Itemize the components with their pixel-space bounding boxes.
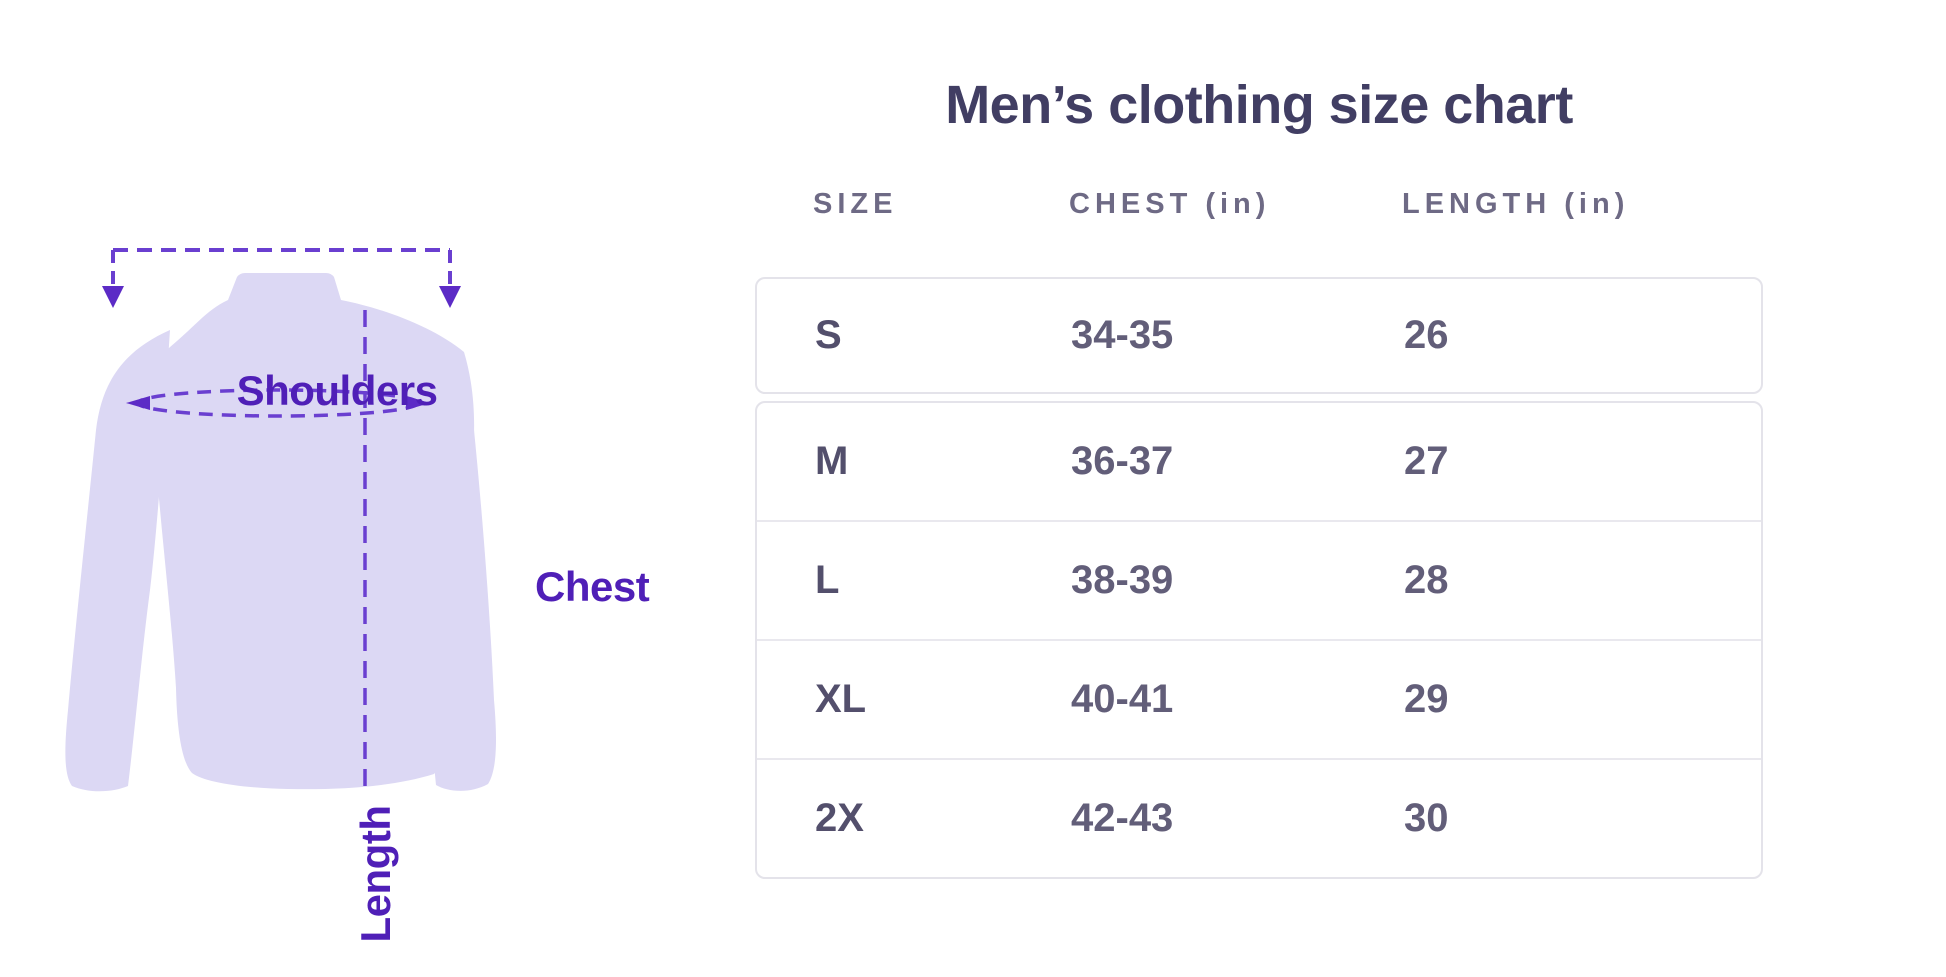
length-cell: 30 xyxy=(1404,796,1449,840)
length-cell: 26 xyxy=(1404,313,1449,357)
table-row: L 38-39 28 xyxy=(757,520,1761,639)
shirt-graphic xyxy=(65,248,496,792)
table-row: 2X 42-43 30 xyxy=(757,758,1761,877)
size-cell: S xyxy=(815,313,842,357)
shirt-illustration: Shoulders Chest Length xyxy=(40,180,650,942)
page-title: Men’s clothing size chart xyxy=(945,75,1573,135)
table-box-rest: M 36-37 27 L 38-39 28 XL 40-41 29 2X 42-… xyxy=(755,401,1763,879)
size-cell: 2X xyxy=(815,796,864,840)
column-header-length: LENGTH (in) xyxy=(1402,188,1630,220)
length-cell: 28 xyxy=(1404,558,1449,602)
size-table: Men’s clothing size chart SIZE CHEST (in… xyxy=(755,0,1763,977)
shoulders-label: Shoulders xyxy=(236,367,438,414)
chest-cell: 36-37 xyxy=(1071,439,1174,483)
size-cell: L xyxy=(815,558,840,602)
chest-cell: 42-43 xyxy=(1071,796,1174,840)
column-header-chest: CHEST (in) xyxy=(1069,188,1271,220)
shoulders-arrow-right-icon xyxy=(439,286,461,308)
table-row: M 36-37 27 xyxy=(757,403,1761,520)
table-row: XL 40-41 29 xyxy=(757,639,1761,758)
chest-arrow-left-icon xyxy=(126,396,150,410)
size-cell: M xyxy=(815,439,849,483)
table-header-row: SIZE CHEST (in) LENGTH (in) xyxy=(755,186,1763,222)
shirt-silhouette xyxy=(65,273,496,792)
length-cell: 27 xyxy=(1404,439,1449,483)
chest-cell: 34-35 xyxy=(1071,313,1174,357)
size-cell: XL xyxy=(815,677,867,721)
shoulders-measure-bracket xyxy=(111,248,452,284)
length-cell: 29 xyxy=(1404,677,1449,721)
table-box-first: S 34-35 26 xyxy=(755,277,1763,394)
length-label: Length xyxy=(351,805,399,943)
chest-arrow-right-icon xyxy=(406,396,430,410)
table-row: S 34-35 26 xyxy=(757,279,1761,392)
chest-cell: 38-39 xyxy=(1071,558,1174,602)
chest-label: Chest xyxy=(535,563,650,610)
chest-cell: 40-41 xyxy=(1071,677,1174,721)
shoulders-arrow-left-icon xyxy=(102,286,124,308)
column-header-size: SIZE xyxy=(813,188,898,220)
